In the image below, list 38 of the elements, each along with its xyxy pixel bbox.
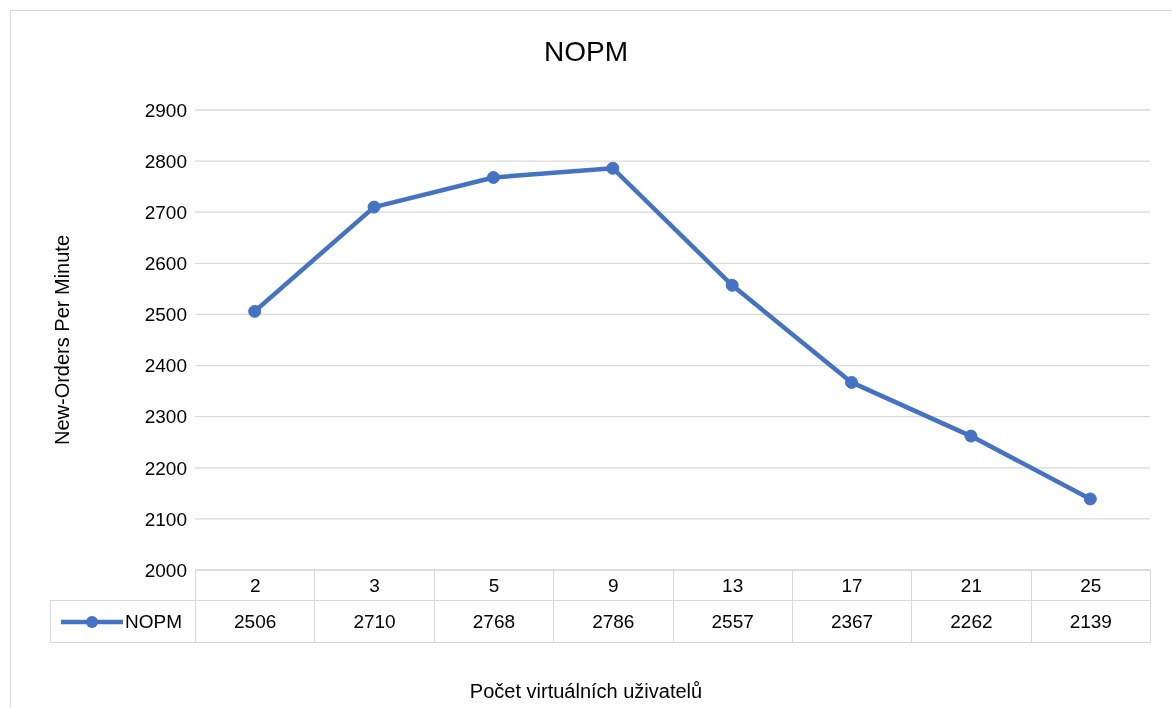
y-tick-label: 2300 [144,406,187,428]
data-label: 2710 [314,600,435,643]
data-label: 2139 [1030,600,1151,643]
y-tick-label: 2100 [144,508,187,530]
point [725,278,739,292]
y-tick-label: 2700 [144,201,187,223]
data-label: 2262 [911,600,1032,643]
x-tick-label: 3 [314,570,435,601]
x-axis-title: Počet virtuálních uživatelů [468,680,704,703]
point [845,375,859,389]
point [486,170,500,184]
y-tick-label: 2900 [144,99,187,121]
x-tick-label: 25 [1030,570,1151,601]
y-axis-title: New-Orders Per Minute [50,234,74,446]
y-tick-label: 2400 [144,355,187,377]
point [1083,492,1097,506]
y-tick-label: 2000 [144,559,187,581]
y-tick-label: 2800 [144,150,187,172]
data-label: 2367 [791,600,913,643]
y-tick-label: 2600 [144,253,187,275]
data-label: 2506 [195,600,316,643]
y-tick-label: 2500 [144,304,187,326]
legend-label: NOPM [125,610,182,633]
data-label: 2786 [553,600,674,643]
x-tick-label: 13 [672,570,793,601]
point [367,200,381,214]
point [248,304,262,318]
x-tick-label: 21 [911,570,1032,601]
x-tick-label: 9 [553,570,674,601]
x-tick-label: 17 [791,570,913,601]
x-tick-label: 2 [195,570,316,601]
data-label: 2557 [672,600,793,643]
y-tick-label: 2200 [144,457,187,479]
chart-title: NOPM [543,36,629,68]
x-tick-label: 5 [433,570,555,601]
data-label: 2768 [433,600,555,643]
point [964,429,978,443]
point [606,161,620,175]
